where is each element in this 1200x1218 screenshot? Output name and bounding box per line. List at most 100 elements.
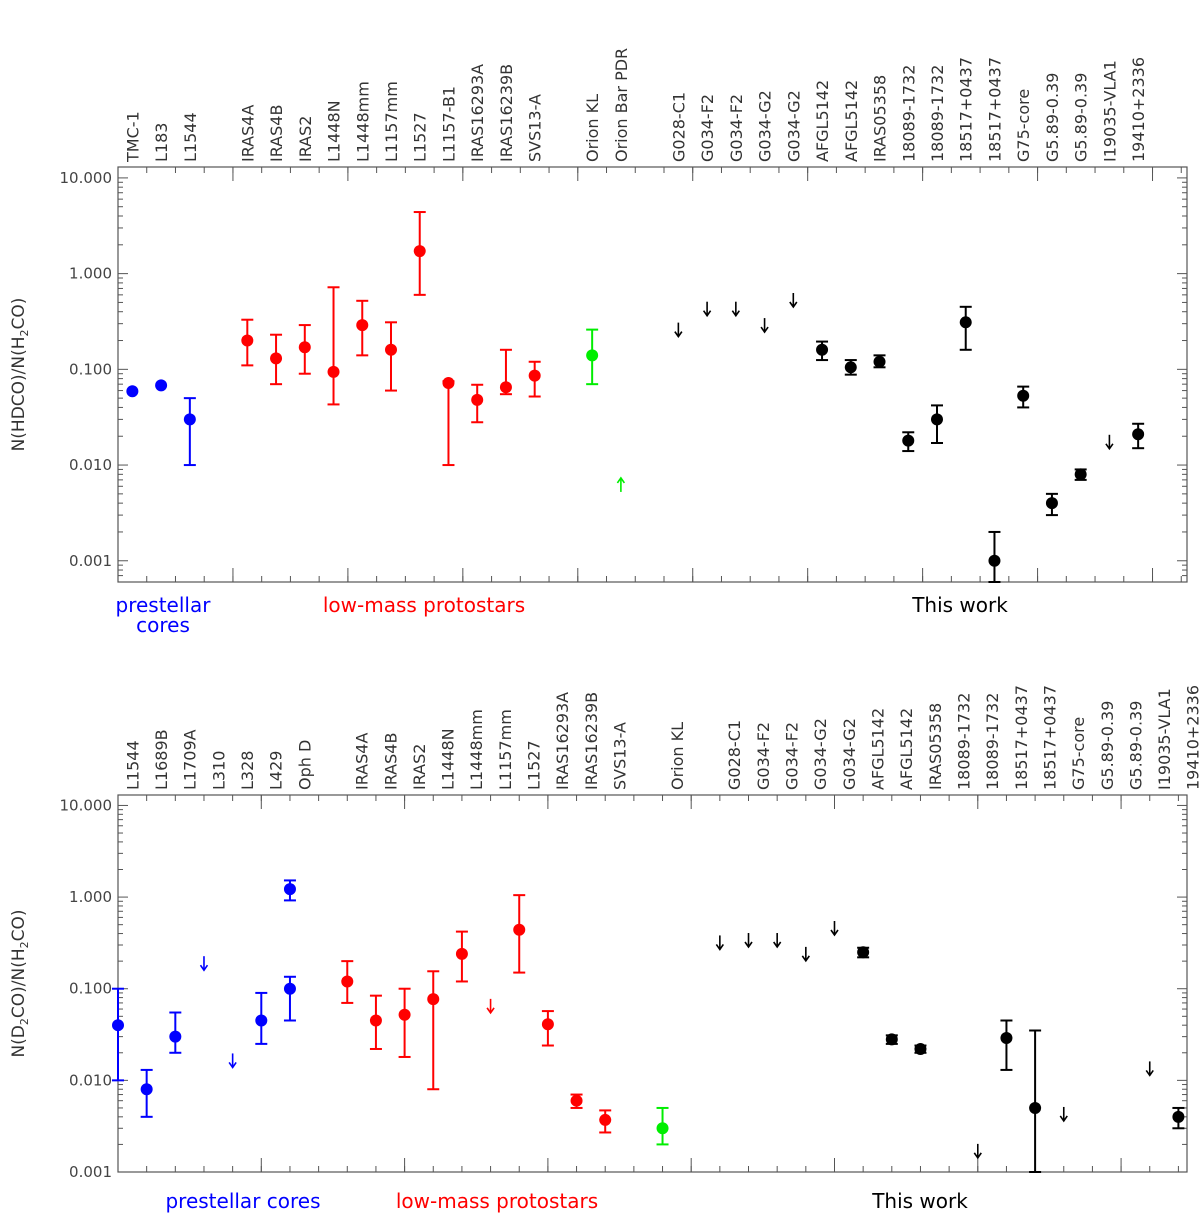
- data-point: [398, 1008, 411, 1021]
- data-point: [988, 554, 1001, 567]
- category-label: L1157mm: [382, 81, 401, 162]
- upper-limit-arrow-head: [715, 943, 725, 951]
- category-label: 18089-1732: [983, 693, 1002, 790]
- category-label: G034-F2: [727, 94, 746, 162]
- upper-limit-arrow-head: [199, 964, 209, 972]
- y-tick-label: 0.001: [69, 552, 112, 570]
- category-label: IRAS05358: [871, 75, 890, 162]
- plot-frame: [117, 166, 1188, 583]
- category-label: L1544: [181, 112, 200, 162]
- category-label: 18089-1732: [954, 693, 973, 790]
- category-label: G5.89-0.39: [1072, 73, 1091, 162]
- category-label: G5.89-0.39: [1098, 701, 1117, 790]
- y-tick-label: 0.010: [69, 456, 112, 474]
- upper-limit-arrow-head: [789, 301, 798, 309]
- category-label: 18089-1732: [899, 65, 918, 162]
- data-point: [1074, 468, 1087, 481]
- category-label: L1527: [411, 112, 430, 162]
- upper-limit-arrow-head: [830, 929, 839, 937]
- category-label: 18089-1732: [928, 65, 947, 162]
- series-low-mass-protostars: [241, 211, 541, 467]
- category-label: L1448mm: [353, 81, 372, 162]
- data-point: [298, 341, 311, 354]
- category-label: 18517+0437: [1012, 685, 1031, 790]
- y-tick-label: 0.001: [69, 1163, 112, 1181]
- data-point: [857, 946, 870, 959]
- category-label: L1527: [525, 740, 544, 790]
- data-point: [1029, 1101, 1042, 1114]
- category-label: SVS13-A: [611, 722, 630, 790]
- upper-limit-arrow-head: [674, 331, 683, 339]
- data-point: [528, 369, 541, 382]
- data-point: [586, 349, 599, 362]
- category-label: 19410+2336: [1129, 57, 1148, 162]
- category-label: AFGL5142: [868, 708, 887, 790]
- series-this-work: [674, 293, 1145, 583]
- category-label: 18517+0437: [957, 57, 976, 162]
- data-point: [1017, 389, 1030, 402]
- y-tick-label: 0.100: [69, 360, 112, 378]
- data-point: [183, 413, 196, 426]
- upper-limit-arrow-head: [228, 1061, 237, 1069]
- lower-limit-arrow-head: [616, 476, 626, 484]
- data-point: [499, 381, 512, 394]
- data-point: [599, 1113, 612, 1126]
- y-tick-label: 1.000: [69, 888, 112, 906]
- category-label: L1448mm: [467, 709, 486, 790]
- data-point: [126, 385, 139, 398]
- upper-limit-arrow-head: [1059, 1115, 1068, 1123]
- data-point: [1172, 1110, 1185, 1123]
- category-label: IRAS16239B: [582, 692, 601, 790]
- category-label: L1709A: [181, 729, 200, 790]
- category-label: SVS13-A: [526, 94, 545, 162]
- y-tick-label: 10.000: [60, 796, 113, 814]
- category-label: I19035-VLA1: [1155, 688, 1174, 790]
- category-label: G034-F2: [698, 94, 717, 162]
- group-label: low-mass protostars: [323, 593, 525, 617]
- data-point: [356, 319, 369, 332]
- data-point: [930, 413, 943, 426]
- category-label: Orion Bar PDR: [612, 48, 631, 162]
- data-point: [283, 982, 296, 995]
- data-point: [327, 365, 340, 378]
- series-orion: [586, 328, 626, 492]
- category-label: G5.89-0.39: [1126, 701, 1145, 790]
- y-tick-label: 0.010: [69, 1071, 112, 1089]
- y-axis-title-subscript: 2: [18, 1018, 31, 1025]
- category-label: IRAS2: [410, 744, 429, 790]
- category-label: G75-core: [1069, 717, 1088, 790]
- data-point: [570, 1094, 583, 1107]
- category-label: G028-C1: [725, 720, 744, 790]
- category-label: Orion KL: [668, 722, 687, 790]
- series-prestellar-cores: [112, 879, 296, 1118]
- series-prestellar-cores: [126, 379, 196, 467]
- data-point: [255, 1014, 268, 1027]
- category-label: G034-G2: [756, 90, 775, 162]
- data-point: [427, 993, 440, 1006]
- data-point: [455, 947, 468, 960]
- data-point: [369, 1014, 382, 1027]
- upper-limit-arrow-head: [973, 1152, 982, 1160]
- y-axis-title-part: CO): [9, 298, 29, 330]
- y-axis-title-subscript: 2: [18, 329, 31, 336]
- upper-limit-arrow-head: [1145, 1069, 1154, 1077]
- plot-frame: [117, 794, 1188, 1173]
- data-point: [885, 1033, 898, 1046]
- data-point: [902, 434, 915, 447]
- category-label: L328: [238, 751, 257, 790]
- data-point: [1000, 1031, 1013, 1044]
- category-label: IRAS16293A: [553, 692, 572, 790]
- category-label: 18517+0437: [1040, 685, 1059, 790]
- data-point: [1045, 497, 1058, 510]
- y-tick-label: 10.000: [60, 169, 113, 187]
- data-point: [816, 343, 829, 356]
- y-axis-title: N(D2CO)/N(H2CO): [9, 909, 31, 1057]
- category-label: G75-core: [1014, 89, 1033, 162]
- y-tick-label: 0.100: [69, 980, 112, 998]
- y-axis-title-part: N(HDCO)/N(H: [9, 336, 29, 451]
- upper-limit-arrow-head: [702, 310, 712, 318]
- data-point: [241, 334, 254, 347]
- data-point: [155, 379, 168, 392]
- group-label: This work: [871, 1189, 968, 1213]
- data-point: [541, 1018, 554, 1031]
